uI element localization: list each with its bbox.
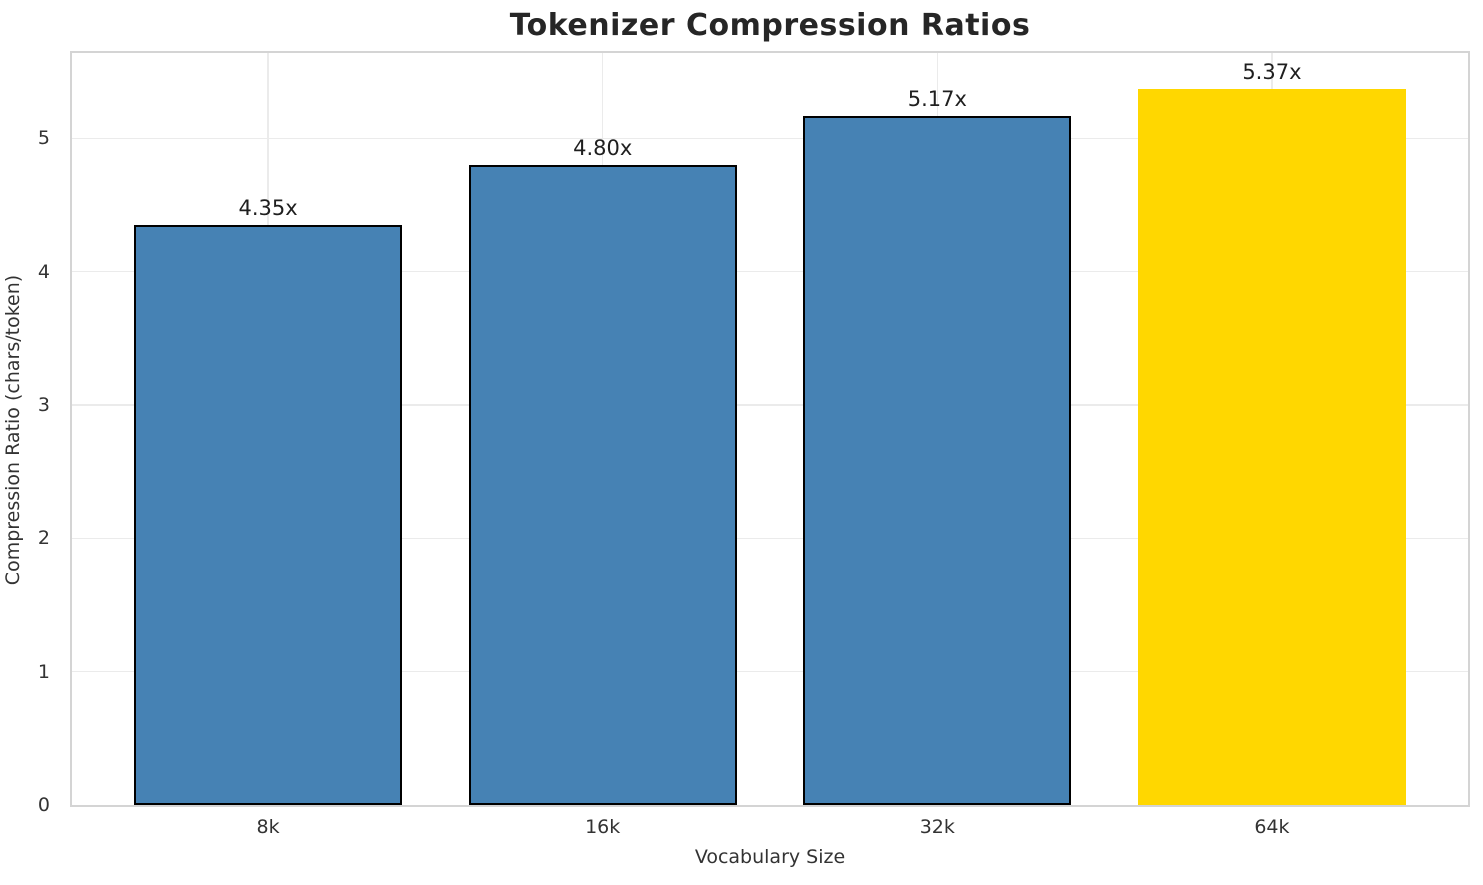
y-tick-label: 4 <box>37 260 50 283</box>
gridline-horizontal <box>72 270 1468 273</box>
gridline-horizontal <box>72 404 1468 406</box>
x-tick-label: 32k <box>919 816 955 838</box>
gridline-horizontal <box>72 537 1468 540</box>
bar-32k <box>803 115 1072 805</box>
bar-value-label: 4.80x <box>573 136 633 160</box>
x-tick-label: 8k <box>256 816 280 838</box>
y-tick-label: 1 <box>37 660 50 683</box>
y-tick-label: 0 <box>37 794 50 816</box>
y-tick-label: 5 <box>37 127 50 150</box>
x-tick-label: 64k <box>1254 816 1290 838</box>
x-tick-label: 16k <box>585 816 621 838</box>
plot-inner: 4.35x 4.80x 5.17x 5.37x <box>72 53 1468 805</box>
gridline-horizontal <box>72 137 1468 140</box>
gridline-horizontal <box>72 670 1468 673</box>
x-axis-title: Vocabulary Size <box>694 846 846 868</box>
bar-value-label: 5.37x <box>1242 60 1302 84</box>
y-tick-label: 2 <box>37 527 50 550</box>
bar-64k <box>1138 89 1406 805</box>
bar-8k <box>134 225 402 805</box>
bar-16k <box>468 165 737 805</box>
chart-title: Tokenizer Compression Ratios <box>509 8 1031 43</box>
bar-value-label: 5.17x <box>907 86 967 111</box>
y-axis-title: Compression Ratio (chars/token) <box>2 274 24 586</box>
bar-value-label: 4.35x <box>238 196 298 220</box>
y-tick-label: 3 <box>37 394 50 416</box>
y-axis-ticks: 0 1 2 3 4 5 <box>0 53 60 816</box>
x-axis-ticks: 8k 16k 32k 64k <box>72 816 1468 846</box>
